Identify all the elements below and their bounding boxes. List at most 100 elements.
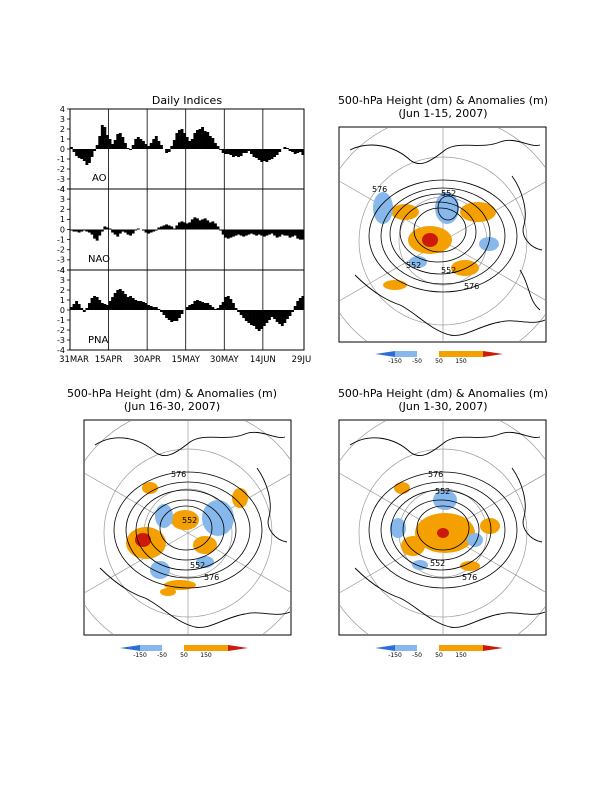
index-bar: [167, 149, 171, 152]
index-bar: [188, 222, 192, 230]
contour-label: 552: [430, 559, 445, 568]
index-bar: [88, 229, 91, 233]
index-bar: [265, 149, 269, 162]
index-bar: [257, 229, 261, 235]
index-bar: [142, 229, 145, 231]
index-bar: [257, 149, 261, 160]
colorbar-segment: [395, 645, 417, 651]
index-bar: [291, 229, 295, 237]
y-tick-label: -1: [57, 235, 65, 244]
contour-label: 576: [204, 573, 219, 582]
index-bar: [275, 310, 279, 322]
index-bar: [250, 310, 253, 325]
index-bar: [70, 147, 73, 149]
index-bar: [291, 149, 295, 152]
index-bar: [244, 310, 248, 321]
map2-coastlines: [94, 431, 290, 628]
index-bar: [82, 149, 86, 161]
index-bar: [232, 229, 235, 237]
index-bar: [126, 297, 130, 310]
index-bar: [108, 301, 112, 310]
index-bar: [170, 146, 174, 149]
index-bar: [98, 136, 102, 149]
index-bar: [142, 302, 145, 310]
index-bar: [286, 148, 289, 149]
colorbar-segment: [461, 351, 483, 357]
contour-label: 552: [441, 266, 456, 275]
index-bar: [170, 310, 174, 322]
y-tick-label: 1: [60, 296, 65, 305]
index-bar: [296, 229, 300, 239]
index-bar: [116, 229, 120, 237]
y-tick-label: 4: [60, 105, 65, 114]
index-bar: [198, 220, 202, 230]
colorbar-segment: [483, 351, 503, 357]
index-bar: [226, 229, 230, 239]
index-bar: [224, 297, 228, 310]
index-bar: [172, 140, 176, 149]
index-bar: [139, 301, 143, 310]
x-tick-label: 15APR: [95, 355, 123, 365]
index-bar: [237, 149, 241, 157]
index-bar: [93, 229, 97, 239]
index-bar: [242, 229, 246, 237]
y-tick-label: -4: [57, 185, 65, 194]
index-bar: [211, 307, 215, 310]
index-bar: [232, 303, 235, 310]
map1-title-line2: (Jun 1-15, 2007): [398, 107, 487, 120]
index-bar: [131, 145, 135, 149]
index-bar: [113, 140, 117, 149]
index-bar: [75, 301, 79, 310]
colorbar-segment: [439, 351, 461, 357]
index-bar: [211, 138, 215, 149]
index-bar: [77, 229, 81, 233]
contour-label: 576: [462, 573, 477, 582]
y-tick-label: -1: [57, 316, 65, 325]
index-bar: [247, 229, 251, 235]
colorbar-label: 50: [180, 652, 188, 659]
index-bar: [260, 229, 264, 236]
index-bar: [103, 127, 107, 149]
index-bar: [90, 229, 94, 235]
index-bar: [188, 141, 192, 149]
index-bar: [262, 310, 266, 326]
index-bar: [242, 310, 246, 318]
index-bar: [108, 139, 112, 149]
y-tick-label: -1: [57, 155, 65, 164]
index-bar: [260, 310, 264, 329]
index-bar: [154, 229, 158, 231]
colorbar-label: -150: [133, 652, 147, 659]
index-bar: [183, 222, 187, 230]
index-bar: [301, 229, 305, 240]
index-bar: [229, 299, 233, 310]
index-bar: [157, 141, 161, 149]
y-tick-label: 1: [60, 135, 65, 144]
index-bar: [201, 302, 205, 310]
map3-colorbar: -150 -50 50 150: [375, 645, 503, 659]
index-bar: [280, 229, 284, 235]
series-label-ao: AO: [92, 173, 107, 184]
index-bar: [103, 304, 107, 310]
index-bar: [296, 301, 300, 310]
index-bar: [70, 229, 73, 231]
index-bar: [301, 296, 305, 310]
index-bar: [178, 222, 181, 230]
map2-height-contours: [113, 471, 263, 589]
index-bar: [134, 229, 138, 231]
colorbar-label: 150: [455, 652, 467, 659]
series-label-pna: PNA: [88, 335, 109, 346]
index-bar: [106, 227, 109, 230]
y-tick-label: -2: [57, 246, 65, 255]
index-bar: [203, 303, 207, 310]
y-tick-label: 4: [60, 185, 65, 194]
index-bar: [129, 229, 133, 236]
index-bar: [196, 300, 199, 310]
map2-colorbar: -150 -50 50 150: [120, 645, 248, 659]
index-bar: [162, 225, 166, 230]
index-bar: [216, 146, 220, 149]
indices-title: Daily Indices: [152, 94, 222, 107]
index-bar: [126, 148, 130, 149]
index-bar: [268, 229, 271, 235]
index-bar: [106, 305, 109, 310]
index-bar: [268, 310, 271, 320]
